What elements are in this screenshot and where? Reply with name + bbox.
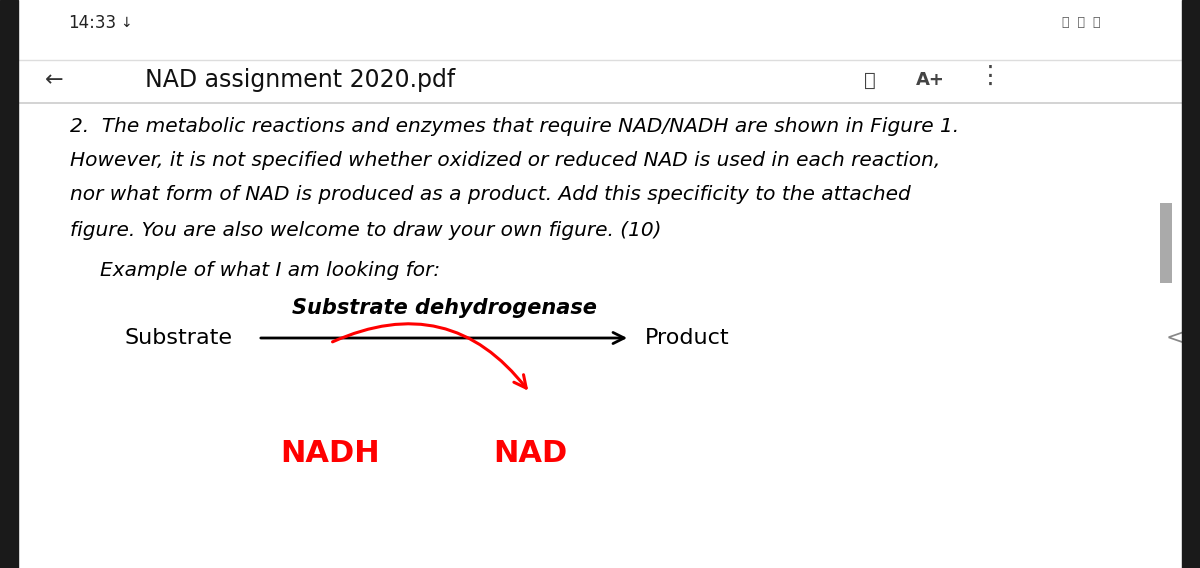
Text: Product: Product: [646, 328, 730, 348]
Bar: [0, 0, 18, 568]
Bar: [1160, 203, 1172, 283]
Text: nor what form of NAD is produced as a product. Add this specificity to the attac: nor what form of NAD is produced as a pr…: [70, 186, 911, 204]
Text: 🔔  📶  🔋: 🔔 📶 🔋: [1062, 16, 1100, 30]
Text: Example of what I am looking for:: Example of what I am looking for:: [100, 261, 440, 279]
Text: 2.  The metabolic reactions and enzymes that require NAD/NADH are shown in Figur: 2. The metabolic reactions and enzymes t…: [70, 116, 959, 136]
Bar: [1182, 0, 1200, 568]
Text: Substrate dehydrogenase: Substrate dehydrogenase: [292, 298, 596, 318]
Text: However, it is not specified whether oxidized or reduced NAD is used in each rea: However, it is not specified whether oxi…: [70, 152, 941, 170]
Text: Substrate: Substrate: [125, 328, 233, 348]
Text: NADH: NADH: [280, 438, 380, 467]
Text: ↓: ↓: [120, 16, 132, 30]
Text: ←: ←: [46, 70, 64, 90]
Text: NAD: NAD: [493, 438, 568, 467]
Text: 🔍: 🔍: [864, 70, 876, 90]
Text: A+: A+: [916, 71, 944, 89]
Text: ⋮: ⋮: [978, 64, 1002, 88]
Text: figure. You are also welcome to draw your own figure. (10): figure. You are also welcome to draw you…: [70, 220, 661, 240]
Text: NAD assignment 2020.pdf: NAD assignment 2020.pdf: [145, 68, 455, 92]
Text: <: <: [1165, 328, 1184, 348]
Text: 14:33: 14:33: [68, 14, 116, 32]
